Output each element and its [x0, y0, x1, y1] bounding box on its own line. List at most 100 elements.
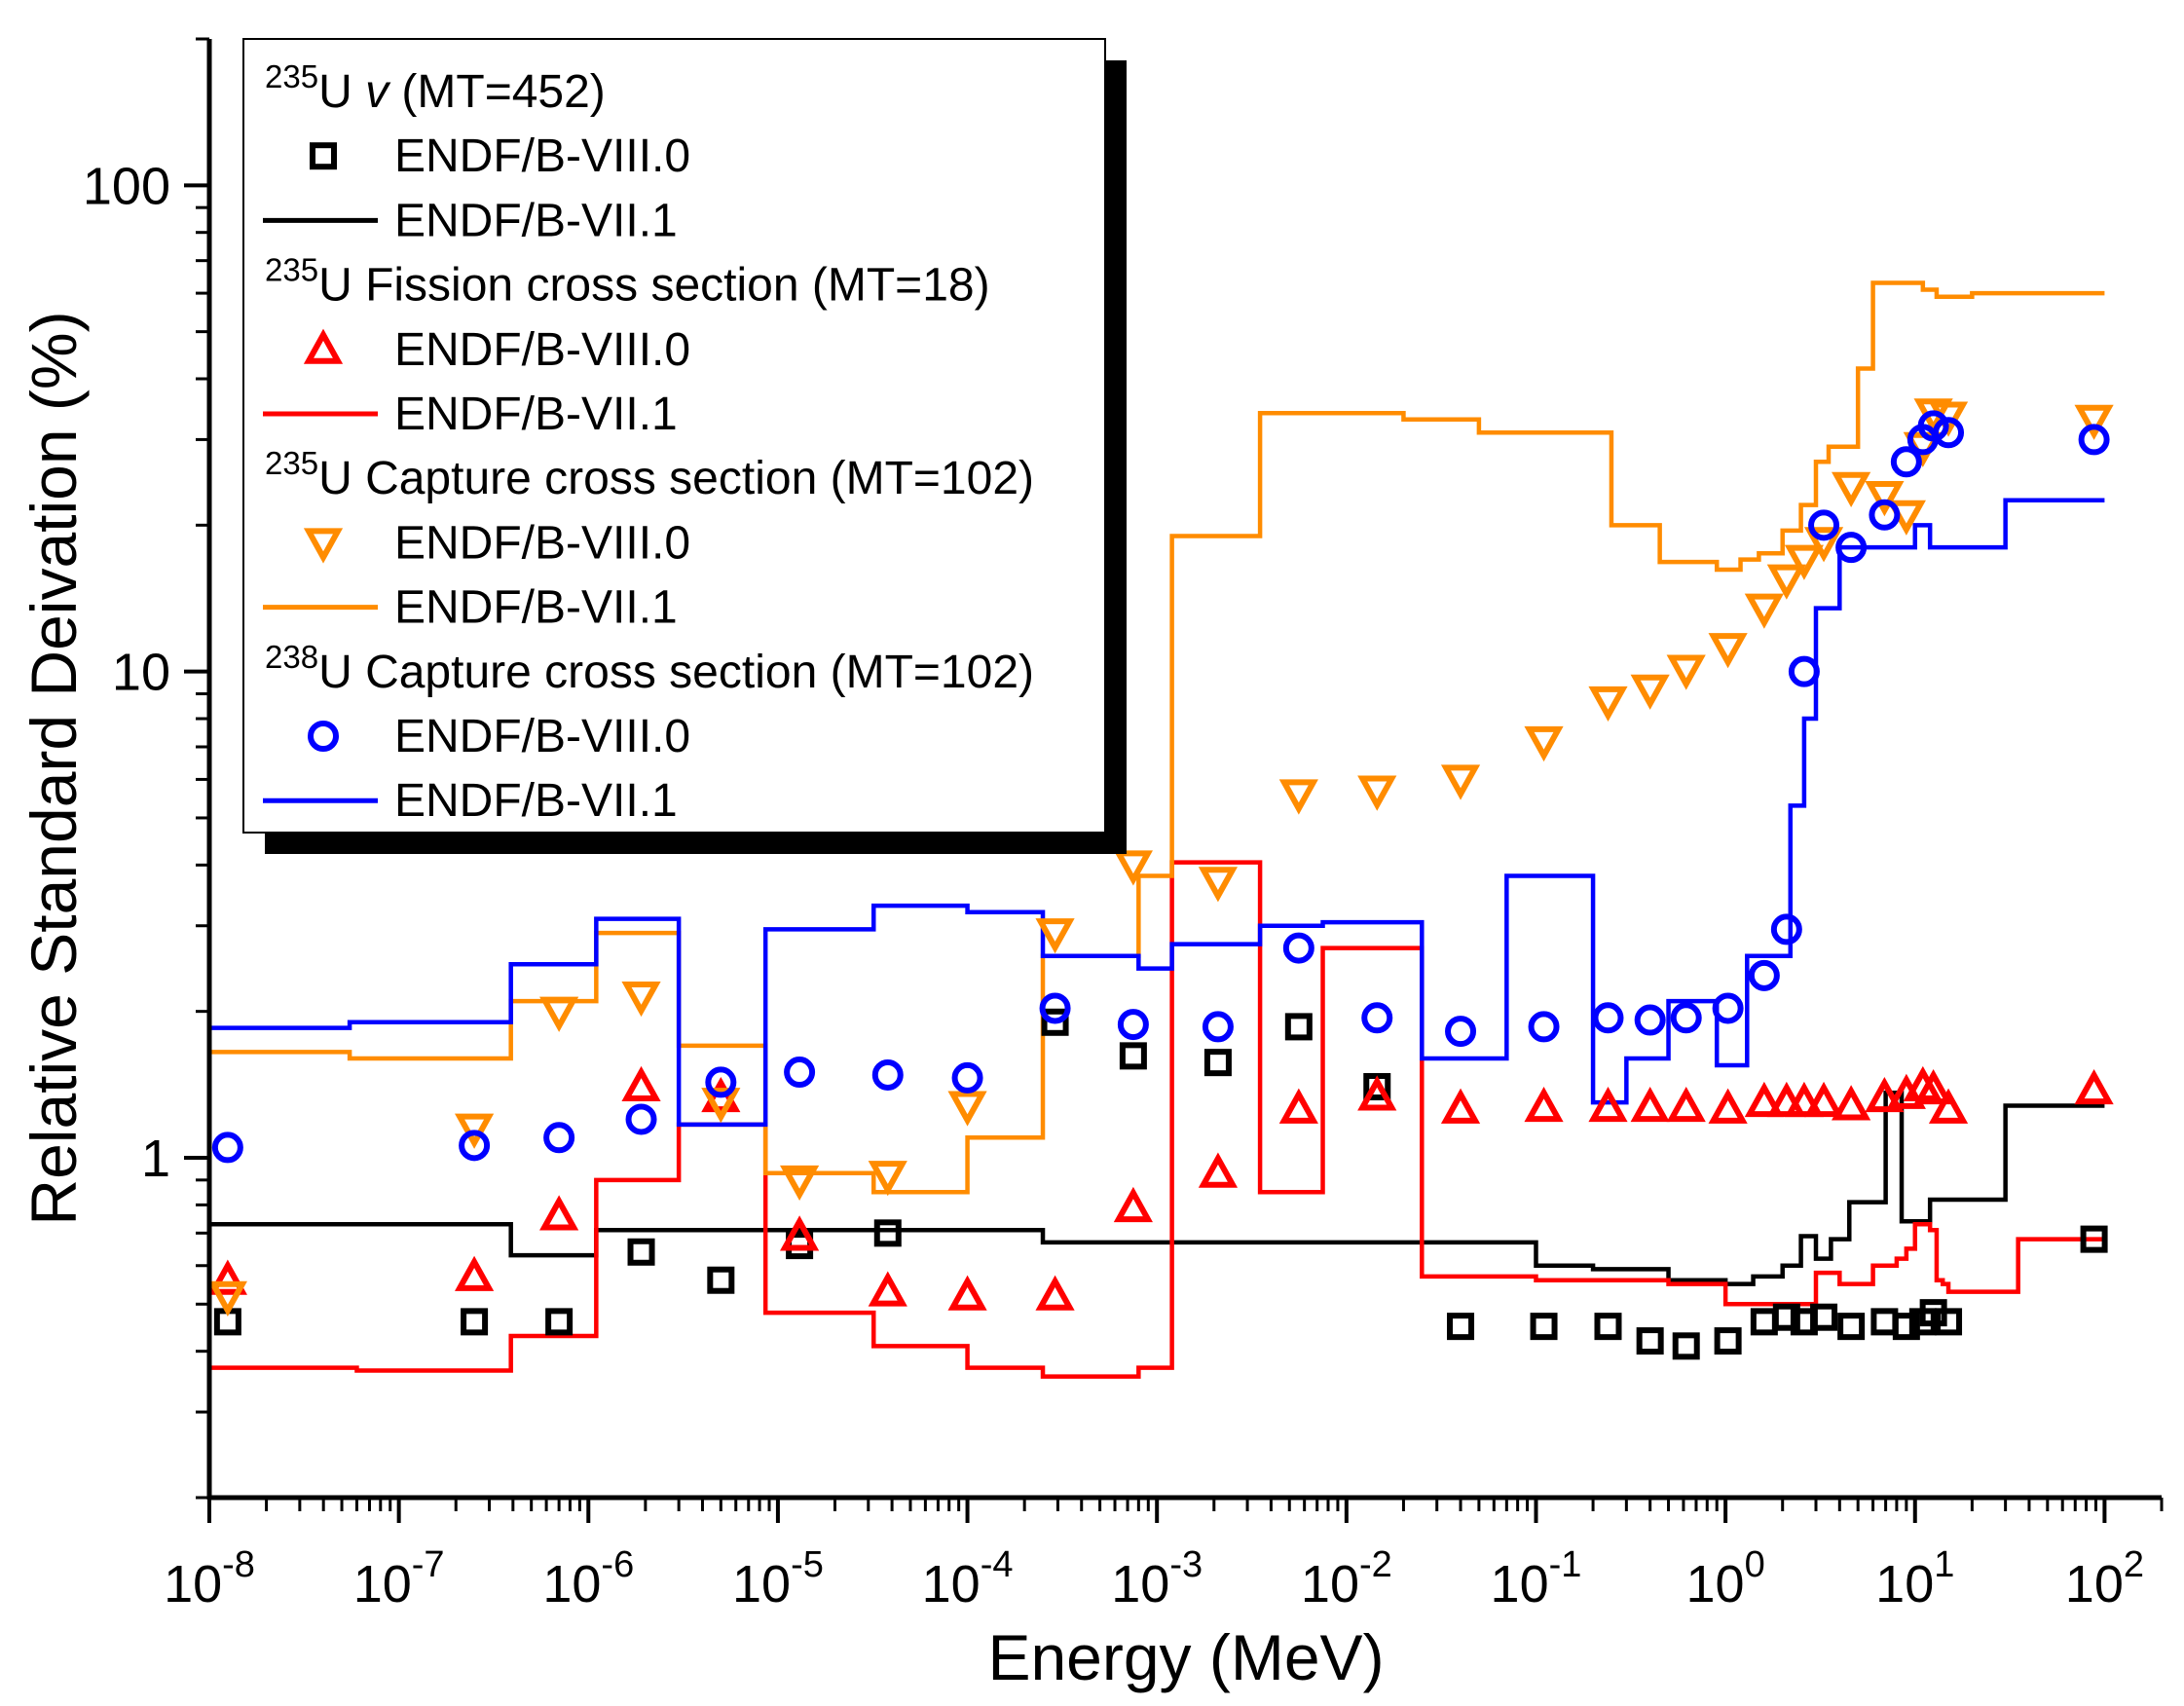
data-point — [1832, 471, 1871, 507]
legend-marker — [303, 528, 344, 564]
x-tick-label: 10-3 — [1111, 1544, 1203, 1613]
data-point — [621, 981, 661, 1018]
x-tick-label: 102 — [2065, 1544, 2144, 1613]
data-point — [868, 1161, 907, 1197]
data-point — [701, 1088, 741, 1124]
x-tick-label: 10-6 — [542, 1544, 634, 1613]
data-point — [1528, 1011, 1560, 1043]
data-point — [784, 1057, 816, 1089]
data-point — [780, 1215, 820, 1251]
data-point — [1917, 410, 1949, 442]
data-point — [459, 1130, 491, 1162]
data-point — [1198, 1152, 1239, 1188]
data-point — [947, 1275, 987, 1311]
data-point — [1357, 775, 1397, 811]
data-point — [1670, 1002, 1702, 1034]
series-line — [209, 498, 2105, 1128]
data-point — [1594, 1313, 1622, 1341]
data-point — [2074, 404, 2114, 440]
data-point — [1119, 1042, 1147, 1070]
legend-marker — [308, 721, 339, 752]
data-point — [1869, 499, 1901, 531]
series-line — [209, 860, 2105, 1379]
legend-group-title: 238U Capture cross section (MT=102) — [265, 639, 1034, 698]
data-point — [1788, 655, 1820, 687]
data-point — [1284, 1013, 1313, 1041]
data-point — [1803, 1081, 1844, 1118]
data-point — [1447, 1313, 1475, 1341]
data-point — [2078, 424, 2110, 456]
data-point — [1440, 1088, 1481, 1124]
legend-entry-label: ENDF/B-VIII.0 — [394, 517, 690, 569]
y-tick-label: 100 — [83, 157, 170, 215]
legend-marker — [303, 328, 344, 364]
data-point — [1666, 1086, 1706, 1123]
data-point — [951, 1061, 983, 1094]
data-point — [705, 1066, 737, 1098]
data-point — [539, 1195, 579, 1231]
data-point — [454, 1255, 495, 1291]
data-point — [707, 1266, 735, 1294]
series-235u-fission-endf-b-vii-1 — [209, 860, 2105, 1379]
data-point — [871, 1058, 904, 1091]
data-point — [1636, 1327, 1664, 1355]
data-point — [1714, 1327, 1742, 1355]
data-point — [1712, 992, 1744, 1024]
series-235u-v-endf-b-vii-1 — [209, 1091, 2105, 1286]
data-point — [1202, 1011, 1234, 1043]
data-point — [1928, 1088, 1969, 1124]
legend-entry-label: ENDF/B-VII.1 — [394, 389, 678, 440]
data-point — [1810, 1303, 1838, 1331]
data-series-layer — [209, 280, 2114, 1379]
data-point — [1835, 532, 1868, 564]
x-tick-label: 10-7 — [353, 1544, 445, 1613]
data-point — [1035, 918, 1075, 954]
data-point — [1744, 1081, 1784, 1118]
legend-entry-label: ENDF/B-VIII.0 — [394, 130, 690, 182]
data-point — [1530, 1313, 1558, 1341]
series-235u-v-endf-b-viii-0 — [213, 1008, 2108, 1360]
data-point — [1672, 1332, 1700, 1360]
data-point — [1203, 1049, 1232, 1077]
data-point — [209, 1280, 247, 1317]
data-point — [1832, 1085, 1871, 1121]
data-point — [1440, 764, 1481, 800]
data-point — [1870, 1308, 1899, 1336]
data-point — [1634, 1004, 1666, 1036]
data-point — [2074, 1068, 2114, 1105]
data-point — [461, 1308, 489, 1336]
data-point — [454, 1113, 495, 1149]
x-tick-label: 10-2 — [1301, 1544, 1392, 1613]
data-point — [868, 1271, 907, 1307]
series-238u-capture-endf-b-vii-1 — [209, 498, 2105, 1128]
data-point — [1630, 674, 1670, 710]
data-point — [1282, 932, 1314, 964]
data-point — [625, 1103, 657, 1135]
axes: 10-8 10-7 10-6 10-5 10-4 10-3 10-2 10-1 100 101 10… — [83, 37, 2164, 1613]
data-point — [1361, 1002, 1393, 1034]
x-tick-label: 10-5 — [732, 1544, 824, 1613]
data-point — [1890, 446, 1922, 478]
data-point — [1865, 1076, 1905, 1113]
legend-box — [242, 38, 1106, 834]
data-point — [1357, 1075, 1397, 1111]
series-238u-capture-endf-b-viii-0 — [211, 410, 2110, 1164]
legend-entry-label: ENDF/B-VII.1 — [394, 775, 678, 827]
data-point — [701, 1076, 741, 1113]
data-point — [543, 1122, 575, 1154]
data-point — [1803, 527, 1844, 563]
legend-group-title: 235U Fission cross section (MT=18) — [265, 252, 990, 312]
data-point — [1865, 481, 1905, 517]
series-235u-fission-endf-b-viii-0 — [209, 1065, 2114, 1311]
data-point — [1744, 593, 1784, 629]
data-point — [1708, 633, 1748, 669]
data-point — [1808, 509, 1840, 541]
legend-entry-label: ENDF/B-VII.1 — [394, 195, 678, 246]
data-point — [1935, 1308, 1963, 1336]
data-point — [621, 1065, 661, 1102]
legend-entry-label: ENDF/B-VIII.0 — [394, 711, 690, 762]
data-point — [1035, 1275, 1075, 1311]
x-tick-label: 10-1 — [1491, 1544, 1582, 1613]
data-point — [1770, 913, 1802, 946]
